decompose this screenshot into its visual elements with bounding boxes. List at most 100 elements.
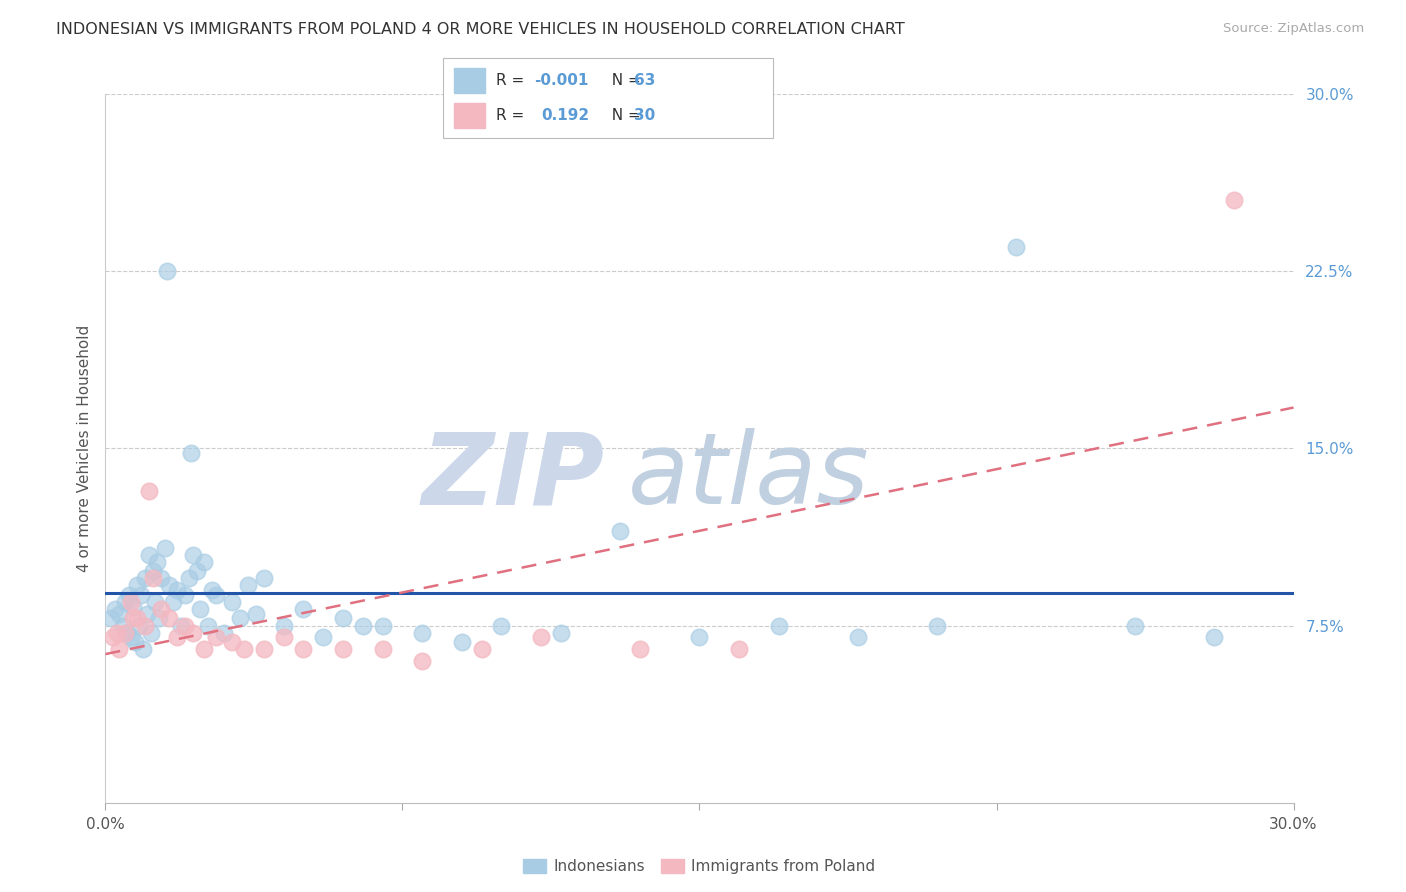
Point xyxy=(166,631,188,645)
Point xyxy=(128,618,150,632)
Point xyxy=(186,564,208,578)
Point xyxy=(1223,193,1246,207)
Point xyxy=(177,571,200,585)
Point xyxy=(371,618,394,632)
Point xyxy=(149,602,172,616)
Point xyxy=(253,571,276,585)
Text: R =: R = xyxy=(496,108,538,123)
Point xyxy=(108,642,131,657)
Point xyxy=(1005,240,1028,254)
Point xyxy=(846,631,869,645)
Point xyxy=(146,555,169,569)
Point xyxy=(233,642,256,657)
Point xyxy=(127,578,149,592)
Point xyxy=(292,642,315,657)
Point xyxy=(162,595,184,609)
Point xyxy=(190,602,212,616)
Point xyxy=(411,625,433,640)
Point xyxy=(245,607,267,621)
Text: INDONESIAN VS IMMIGRANTS FROM POLAND 4 OR MORE VEHICLES IN HOUSEHOLD CORRELATION: INDONESIAN VS IMMIGRANTS FROM POLAND 4 O… xyxy=(56,22,905,37)
Point xyxy=(253,642,276,657)
Point xyxy=(1123,618,1146,632)
Point xyxy=(221,635,243,649)
Point xyxy=(550,625,572,640)
Point xyxy=(120,631,142,645)
Point xyxy=(491,618,513,632)
Point xyxy=(142,564,165,578)
Point xyxy=(124,635,146,649)
Text: 0.192: 0.192 xyxy=(541,108,589,123)
Point xyxy=(352,618,374,632)
Point xyxy=(181,625,204,640)
Point xyxy=(156,264,179,278)
Point xyxy=(103,631,125,645)
Point xyxy=(138,548,160,562)
Point xyxy=(450,635,472,649)
Point xyxy=(1204,631,1226,645)
Point xyxy=(236,578,259,592)
Point xyxy=(114,595,136,609)
Point xyxy=(138,483,160,498)
Point xyxy=(153,541,176,555)
Legend: Indonesians, Immigrants from Poland: Indonesians, Immigrants from Poland xyxy=(517,853,882,880)
Text: Source: ZipAtlas.com: Source: ZipAtlas.com xyxy=(1223,22,1364,36)
Point xyxy=(112,618,135,632)
Point xyxy=(115,625,138,640)
Point xyxy=(149,571,172,585)
Point xyxy=(193,642,215,657)
Point xyxy=(181,548,204,562)
Point xyxy=(134,618,156,632)
Point xyxy=(768,618,790,632)
Point xyxy=(108,607,131,621)
Point xyxy=(628,642,651,657)
Y-axis label: 4 or more Vehicles in Household: 4 or more Vehicles in Household xyxy=(76,325,91,572)
Point xyxy=(205,588,228,602)
Point xyxy=(332,611,354,625)
Point xyxy=(193,555,215,569)
Point xyxy=(205,631,228,645)
Point xyxy=(728,642,751,657)
Point xyxy=(273,618,295,632)
Text: ZIP: ZIP xyxy=(422,428,605,525)
Point xyxy=(170,618,193,632)
Text: R =: R = xyxy=(496,73,530,88)
Point xyxy=(273,631,295,645)
Point xyxy=(100,611,122,625)
Point xyxy=(143,595,166,609)
Point xyxy=(104,602,127,616)
Point xyxy=(118,588,141,602)
Point xyxy=(139,625,162,640)
Point xyxy=(180,446,202,460)
Point xyxy=(122,599,145,614)
Point xyxy=(166,583,188,598)
Point xyxy=(132,642,155,657)
Point xyxy=(173,618,195,632)
Point xyxy=(214,625,236,640)
Point xyxy=(197,618,219,632)
Point xyxy=(371,642,394,657)
Point xyxy=(105,625,128,640)
Point xyxy=(292,602,315,616)
Point xyxy=(142,571,165,585)
Point xyxy=(530,631,553,645)
Text: -0.001: -0.001 xyxy=(534,73,589,88)
Text: 63: 63 xyxy=(634,73,655,88)
Point xyxy=(136,607,159,621)
Point xyxy=(173,588,195,602)
Text: N =: N = xyxy=(602,108,645,123)
Point xyxy=(609,524,631,538)
Point xyxy=(471,642,494,657)
Point xyxy=(129,588,152,602)
Point xyxy=(122,611,145,625)
Point xyxy=(221,595,243,609)
Point xyxy=(120,595,142,609)
Point xyxy=(148,611,170,625)
Point xyxy=(134,571,156,585)
Text: 30: 30 xyxy=(634,108,655,123)
Point xyxy=(201,583,224,598)
Point xyxy=(312,631,335,645)
Point xyxy=(927,618,949,632)
Point xyxy=(332,642,354,657)
Point xyxy=(157,578,180,592)
Text: N =: N = xyxy=(602,73,645,88)
